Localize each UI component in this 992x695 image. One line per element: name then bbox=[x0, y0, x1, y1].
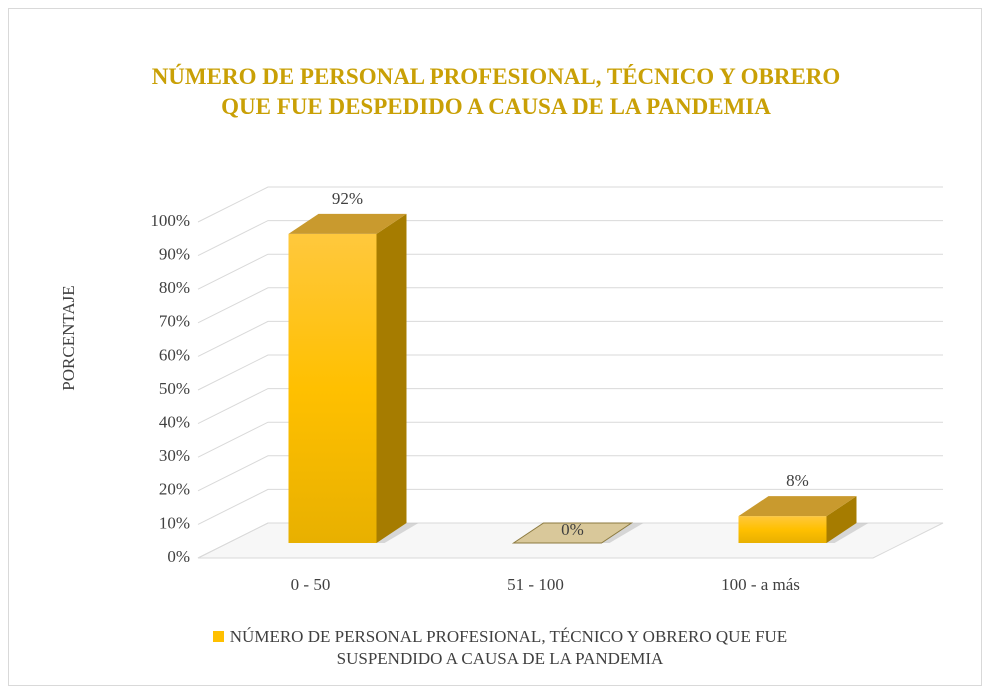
grid-line bbox=[197, 186, 943, 223]
grid-line bbox=[197, 455, 943, 492]
grid-line bbox=[197, 320, 943, 357]
grid-line bbox=[197, 522, 943, 559]
grid-line bbox=[197, 354, 943, 391]
x-tick-label: 0 - 50 bbox=[291, 575, 331, 594]
data-label: 0% bbox=[561, 520, 584, 539]
y-tick-label: 60% bbox=[159, 345, 190, 364]
y-tick-label: 30% bbox=[159, 446, 190, 465]
y-tick-label: 70% bbox=[159, 312, 190, 331]
y-tick-label: 50% bbox=[159, 379, 190, 398]
x-tick-label: 100 - a más bbox=[721, 575, 800, 594]
legend-label: NÚMERO DE PERSONAL PROFESIONAL, TÉCNICO … bbox=[229, 627, 788, 668]
grid-line bbox=[197, 388, 943, 425]
grid-line bbox=[197, 488, 943, 525]
bar-side bbox=[376, 213, 407, 543]
legend: NÚMERO DE PERSONAL PROFESIONAL, TÉCNICO … bbox=[140, 626, 860, 670]
y-tick-label: 40% bbox=[159, 413, 190, 432]
bar bbox=[288, 233, 377, 543]
bar-side bbox=[826, 496, 857, 543]
bar bbox=[738, 516, 827, 543]
bar-top bbox=[738, 496, 857, 517]
grid-line bbox=[197, 220, 943, 257]
y-tick-label: 0% bbox=[167, 547, 190, 566]
bar bbox=[511, 522, 634, 544]
x-tick-label: 51 - 100 bbox=[507, 575, 564, 594]
grid-line bbox=[197, 421, 943, 458]
y-tick-label: 100% bbox=[150, 211, 190, 230]
legend-key bbox=[212, 631, 224, 642]
chart-frame bbox=[8, 8, 982, 686]
y-axis-label: PORCENTAJE bbox=[59, 285, 78, 390]
y-tick-label: 90% bbox=[159, 245, 190, 264]
data-label: 92% bbox=[332, 189, 363, 208]
y-tick-label: 80% bbox=[159, 278, 190, 297]
data-label: 8% bbox=[786, 471, 809, 490]
bar-top bbox=[288, 213, 407, 234]
y-tick-label: 10% bbox=[159, 513, 190, 532]
chart-title: NÚMERO DE PERSONAL PROFESIONAL, TÉCNICO … bbox=[151, 64, 841, 119]
y-tick-label: 20% bbox=[159, 480, 190, 499]
grid-line bbox=[197, 253, 943, 290]
grid-line bbox=[197, 287, 943, 324]
